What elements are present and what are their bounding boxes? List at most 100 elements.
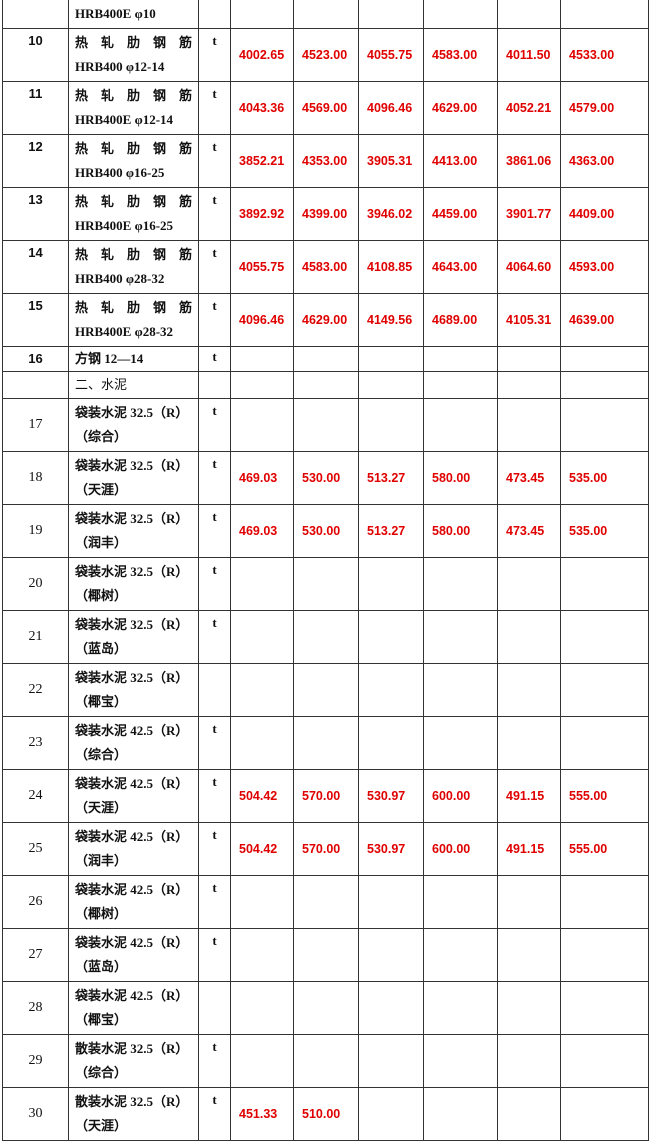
empty-cell xyxy=(358,371,424,399)
unit: t xyxy=(198,610,231,664)
price-value xyxy=(293,663,359,717)
item-name: 热 轧 肋 钢 筋 HRB400 φ12-14 xyxy=(68,28,199,82)
price-value xyxy=(423,716,498,770)
price-value: 4002.65 xyxy=(230,28,294,82)
price-value: 469.03 xyxy=(230,504,294,558)
price-value: 4643.00 xyxy=(423,240,498,294)
price-value xyxy=(358,716,424,770)
price-value: 4105.31 xyxy=(497,293,561,347)
price-value xyxy=(293,1034,359,1088)
price-value xyxy=(560,1087,649,1141)
unit: t xyxy=(198,134,231,188)
item-name-line1: 袋装水泥 42.5（R） xyxy=(75,935,189,950)
unit: t xyxy=(198,875,231,929)
item-name-line1: 袋装水泥 32.5（R） xyxy=(75,405,189,420)
price-value xyxy=(560,557,649,611)
price-value: 535.00 xyxy=(560,504,649,558)
table-row: 29 散装水泥 32.5（R） （综合） t xyxy=(2,1034,649,1088)
price-value: 513.27 xyxy=(358,451,424,505)
item-number: 30 xyxy=(2,1087,69,1141)
item-name: 袋装水泥 32.5（R） （天涯） xyxy=(68,451,199,505)
price-value xyxy=(497,875,561,929)
price-value: 491.15 xyxy=(497,769,561,823)
item-number: 22 xyxy=(2,663,69,717)
table-row: 27 袋装水泥 42.5（R） （蓝岛） t xyxy=(2,928,649,982)
price-value: 3852.21 xyxy=(230,134,294,188)
empty-cell xyxy=(423,371,498,399)
price-value xyxy=(293,716,359,770)
item-name: 袋装水泥 42.5（R） （润丰） xyxy=(68,822,199,876)
item-number: 28 xyxy=(2,981,69,1035)
price-value: 4523.00 xyxy=(293,28,359,82)
price-value xyxy=(560,398,649,452)
price-value xyxy=(497,557,561,611)
item-name-line1: 袋装水泥 32.5（R） xyxy=(75,511,189,526)
price-value: 513.27 xyxy=(358,504,424,558)
table-row: 12 热 轧 肋 钢 筋 HRB400 φ16-25 t 3852.21 4353.00 3… xyxy=(2,134,649,188)
price-value xyxy=(230,981,294,1035)
item-name-line2: （综合） xyxy=(75,429,128,444)
price-value xyxy=(293,610,359,664)
price-value: 491.15 xyxy=(497,822,561,876)
item-name: 热 轧 肋 钢 筋 HRB400E φ16-25 xyxy=(68,187,199,241)
table-row: 30 散装水泥 32.5（R） （天涯） t 451.33 510.00 xyxy=(2,1087,649,1141)
item-name: 袋装水泥 42.5（R） （椰宝） xyxy=(68,981,199,1035)
unit: t xyxy=(198,81,231,135)
price-value: 4353.00 xyxy=(293,134,359,188)
price-value xyxy=(423,1087,498,1141)
price-value: 4011.50 xyxy=(497,28,561,82)
price-value: 580.00 xyxy=(423,504,498,558)
price-value: 4593.00 xyxy=(560,240,649,294)
table-row: 11 热 轧 肋 钢 筋 HRB400E φ12-14 t 4043.36 4569.00… xyxy=(2,81,649,135)
item-number: 10 xyxy=(2,28,69,82)
item-number: 12 xyxy=(2,134,69,188)
price-value: 570.00 xyxy=(293,822,359,876)
item-number: 27 xyxy=(2,928,69,982)
price-value xyxy=(560,875,649,929)
unit: t xyxy=(198,1087,231,1141)
price-value xyxy=(497,398,561,452)
price-value xyxy=(230,610,294,664)
price-value xyxy=(358,663,424,717)
table-row: 23 袋装水泥 42.5（R） （综合） t xyxy=(2,716,649,770)
price-value xyxy=(423,981,498,1035)
price-value xyxy=(358,398,424,452)
price-value: 530.97 xyxy=(358,769,424,823)
price-value xyxy=(230,398,294,452)
price-value xyxy=(423,663,498,717)
price-value xyxy=(423,928,498,982)
price-value: 473.45 xyxy=(497,504,561,558)
table-row: 26 袋装水泥 42.5（R） （椰树） t xyxy=(2,875,649,929)
price-value: 510.00 xyxy=(293,1087,359,1141)
unit: t xyxy=(198,346,231,372)
price-value xyxy=(230,875,294,929)
price-value: 4459.00 xyxy=(423,187,498,241)
price-value xyxy=(358,557,424,611)
table-row: 25 袋装水泥 42.5（R） （润丰） t 504.42 570.00 530.97 600… xyxy=(2,822,649,876)
item-name-line1: 袋装水泥 42.5（R） xyxy=(75,882,189,897)
price-value: 570.00 xyxy=(293,769,359,823)
unit xyxy=(198,663,231,717)
table-row: 13 热 轧 肋 钢 筋 HRB400E φ16-25 t 3892.92 4399.00… xyxy=(2,187,649,241)
price-value xyxy=(230,663,294,717)
price-value xyxy=(230,1034,294,1088)
price-value: 600.00 xyxy=(423,769,498,823)
item-name-line2: HRB400 φ16-25 xyxy=(75,165,165,180)
unit: t xyxy=(198,769,231,823)
price-value: 4583.00 xyxy=(293,240,359,294)
price-value xyxy=(497,1034,561,1088)
item-name: 袋装水泥 32.5（R） （蓝岛） xyxy=(68,610,199,664)
price-value: 4413.00 xyxy=(423,134,498,188)
item-number: 20 xyxy=(2,557,69,611)
item-name-line2: HRB400 φ28-32 xyxy=(75,271,165,286)
table-row: 21 袋装水泥 32.5（R） （蓝岛） t xyxy=(2,610,649,664)
item-name: 热 轧 肋 钢 筋 HRB400E φ28-32 xyxy=(68,293,199,347)
item-name-line2: （蓝岛） xyxy=(75,959,128,974)
price-value xyxy=(293,928,359,982)
item-name-line1: 热 轧 肋 钢 筋 xyxy=(75,35,192,50)
item-number: 16 xyxy=(2,346,69,372)
table-row: 28 袋装水泥 42.5（R） （椰宝） xyxy=(2,981,649,1035)
item-name-line2: （椰宝） xyxy=(75,694,128,709)
price-value: 530.00 xyxy=(293,504,359,558)
price-value xyxy=(293,557,359,611)
